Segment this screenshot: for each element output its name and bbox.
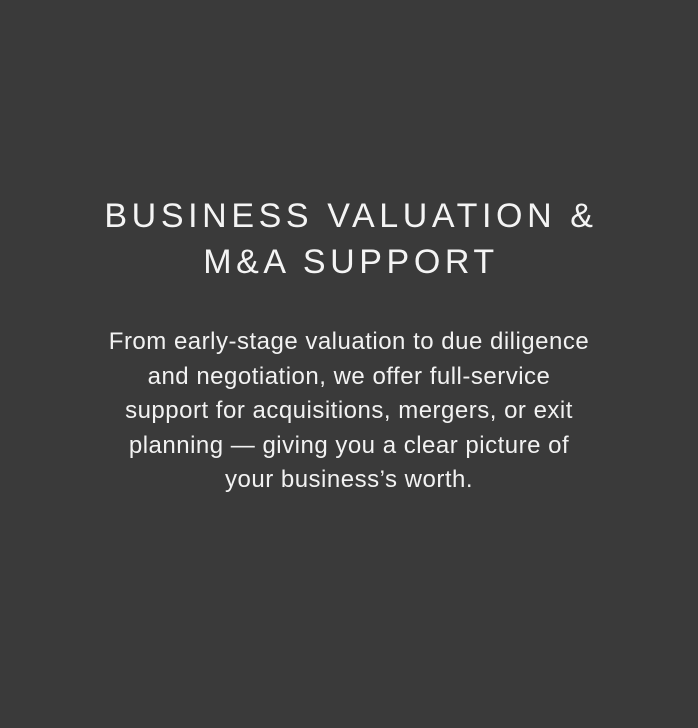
service-description-line-5: your business’s worth. bbox=[225, 466, 473, 493]
service-description-line-2: and negotiation, we offer full-service bbox=[147, 362, 551, 390]
service-title-line-1: BUSINESS VALUATION & bbox=[104, 197, 598, 235]
service-description-line-4: planning — giving you a clear picture of bbox=[128, 431, 570, 459]
service-title-line-2: M&A SUPPORT bbox=[203, 243, 499, 281]
service-description-line-3: support for acquisitions, mergers, or ex… bbox=[125, 397, 573, 424]
service-title: BUSINESS VALUATION & M&A SUPPORT bbox=[0, 193, 698, 285]
service-description: From early-stage valuation to due dilige… bbox=[0, 325, 698, 498]
service-description-line-1: From early-stage valuation to due dilige… bbox=[108, 328, 590, 355]
